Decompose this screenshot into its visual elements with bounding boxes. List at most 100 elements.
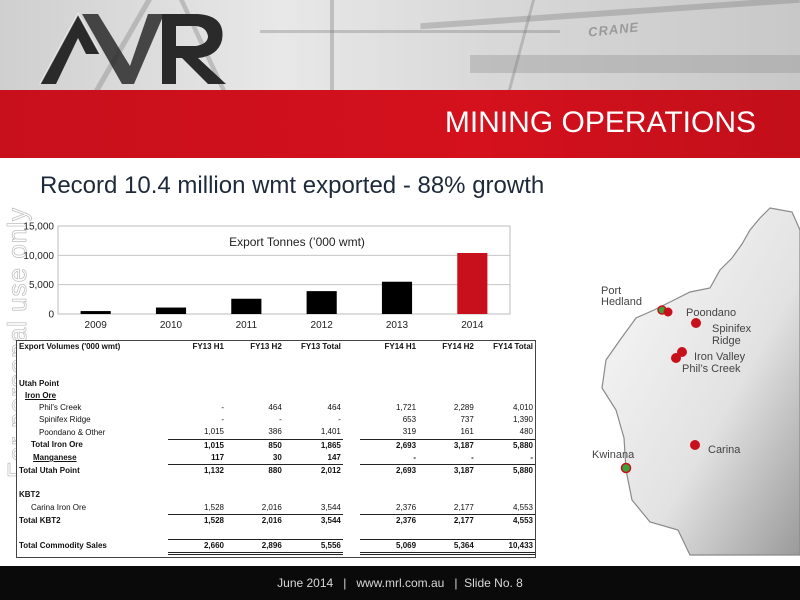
chart-x-tick-label: 2011	[236, 320, 258, 331]
cell: 2,177	[418, 513, 476, 527]
chart-bars	[80, 252, 488, 314]
section-title: MINING OPERATIONS	[444, 106, 756, 139]
chart-x-tick-label: 2009	[85, 320, 108, 331]
table-row-utah-point: Utah Point	[17, 378, 535, 390]
cell: 1,865	[283, 438, 343, 452]
label-phils-creek: Phil’s Creek	[682, 363, 741, 375]
label-port-hedland-2: Hedland	[601, 296, 642, 308]
cell: 117	[211, 452, 225, 462]
chart-bar-2011	[231, 298, 262, 314]
chart-bar-2013	[381, 281, 413, 314]
table-row-spacer	[17, 477, 535, 489]
cell: 850	[226, 438, 284, 452]
cell: 3,187	[418, 438, 476, 452]
cell: 1,015	[168, 438, 227, 452]
cell: 386	[268, 427, 282, 437]
phils-creek-marker	[671, 353, 681, 363]
cell: 319	[402, 427, 417, 437]
row-label: Iron Ore	[25, 390, 57, 400]
table-row-iron-ore: Iron Ore	[17, 390, 535, 402]
cell: -	[530, 452, 533, 462]
cell: 4,553	[512, 502, 533, 512]
chart-x-tick-label: 2013	[386, 320, 409, 331]
table-header-row: Export Volumes ('000 wmt) FY13 H1 FY13 H…	[17, 341, 535, 353]
wa-landmass	[601, 207, 800, 556]
cell: 3,544	[283, 513, 343, 527]
cell: -	[221, 402, 225, 412]
label-spinifex-1: Spinifex	[712, 323, 752, 335]
cell: 5,556	[283, 538, 343, 555]
col-fy14-total: FY14 Total	[493, 342, 533, 351]
table-row-total-iron-ore: Total Iron Ore 1,015 850 1,865 2,693 3,1…	[17, 438, 535, 452]
table-row-total-kbt2: Total KBT2 1,528 2,016 3,544 2,376 2,177…	[17, 513, 535, 527]
chart-bar-2012	[306, 291, 337, 314]
cell: 4,010	[512, 402, 533, 412]
table-row-kbt2: KBT2	[17, 489, 535, 501]
chart-x-tick-labels: 2009 2010 2011 2012 2013 2014	[85, 320, 484, 331]
cell: 880	[226, 464, 284, 478]
col-fy14-h2: FY14 H2	[442, 342, 474, 351]
cell: -	[221, 415, 225, 425]
chart-title: Export Tonnes (’000 wmt)	[229, 235, 365, 249]
table-row-phils-creek: Phil's Creek - 464 464 1,721 2,289 4,010	[17, 402, 535, 414]
table-row-carina-iron-ore: Carina Iron Ore 1,528 2,016 3,544 2,376 …	[17, 502, 535, 515]
col-fy13-h1: FY13 H1	[192, 342, 225, 351]
label-kwinana: Kwinana	[592, 449, 635, 461]
cell: 1,528	[203, 502, 225, 512]
cell: 464	[268, 402, 282, 412]
label-port-hedland-1: Port	[601, 285, 621, 297]
row-label: KBT2	[19, 490, 40, 500]
chart-x-tick-label: 2014	[461, 320, 484, 331]
chart-y-tick-labels: 0 5,000 10,000 15,000	[23, 222, 54, 321]
cell: -	[338, 415, 341, 425]
mrl-logo	[39, 12, 226, 85]
col-fy14-h1: FY14 H1	[384, 342, 417, 351]
cell: 10,433	[475, 538, 535, 555]
table-header-label: Export Volumes ('000 wmt)	[19, 342, 121, 351]
cell: 161	[460, 427, 474, 437]
cell: 464	[327, 402, 341, 412]
col-fy13-total: FY13 Total	[301, 342, 341, 351]
carina-marker	[690, 440, 700, 450]
cell: 1,390	[512, 415, 533, 425]
crane-sign-text: CRANE	[587, 19, 640, 40]
header-photo: CRANE	[0, 0, 800, 90]
row-label: Manganese	[33, 453, 77, 463]
cell: 2,376	[360, 513, 419, 527]
row-label: Total Iron Ore	[31, 440, 83, 450]
cell: 30	[272, 452, 282, 462]
chart-y-tick-label: 0	[48, 310, 54, 321]
cell: 5,880	[475, 438, 535, 452]
footer-bar: June 2014 | www.mrl.com.au | Slide No. 8	[0, 566, 800, 600]
cell: 1,721	[396, 402, 417, 412]
row-label: Total Utah Point	[19, 465, 80, 475]
table-row-spacer	[17, 353, 535, 365]
chart-y-tick-label: 5,000	[29, 280, 54, 291]
table-row-spacer	[17, 527, 535, 539]
cell: -	[279, 415, 282, 425]
table-row-spacer	[17, 365, 535, 377]
chart-x-tick-label: 2010	[160, 320, 183, 331]
table-row-poondano: Poondano & Other 1,015 386 1,401 319 161…	[17, 426, 535, 439]
label-poondano: Poondano	[686, 307, 736, 319]
cell: -	[413, 452, 417, 462]
slide-heading: Record 10.4 million wmt exported - 88% g…	[40, 172, 545, 199]
cell: 2,896	[226, 538, 284, 555]
western-australia-map: Port Hedland Poondano Spinifex Ridge Iro…	[592, 207, 800, 556]
kwinana-marker	[620, 462, 632, 474]
cell: 2,012	[283, 464, 343, 478]
row-label: Poondano & Other	[39, 427, 106, 437]
row-label: Carina Iron Ore	[31, 502, 87, 512]
cell: 147	[327, 452, 341, 462]
export-volumes-table: Export Volumes ('000 wmt) FY13 H1 FY13 H…	[16, 340, 536, 558]
row-label: Spinifex Ridge	[39, 415, 91, 425]
table-row-spinifex-ridge: Spinifex Ridge - - - 653 737 1,390	[17, 414, 535, 426]
cell: 5,069	[360, 538, 419, 555]
chart-x-tick-label: 2012	[311, 320, 334, 331]
poondano-marker	[663, 307, 673, 317]
col-fy13-h2: FY13 H2	[250, 342, 282, 351]
cell: 2,693	[360, 464, 419, 478]
cell: 737	[460, 415, 474, 425]
cell: 2,016	[226, 513, 284, 527]
